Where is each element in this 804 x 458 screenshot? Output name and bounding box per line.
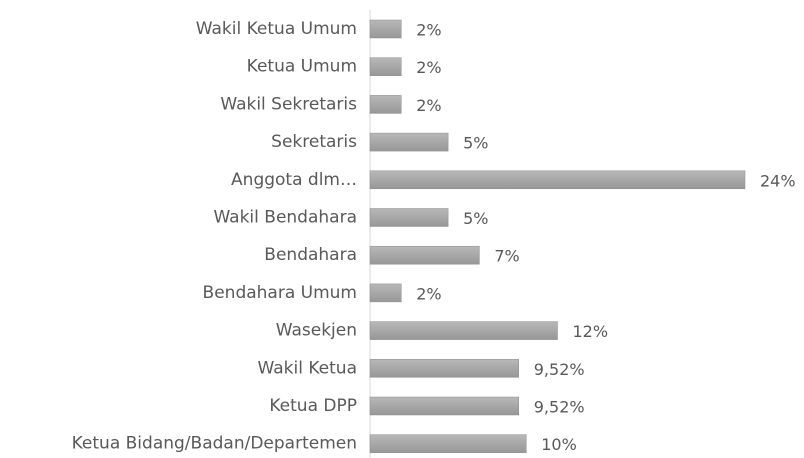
value-label: 10% bbox=[541, 435, 577, 454]
bar bbox=[369, 132, 449, 152]
category-label: Bendahara bbox=[264, 245, 357, 265]
value-label: 5% bbox=[463, 209, 488, 228]
bar bbox=[369, 57, 402, 76]
value-label: 12% bbox=[573, 322, 609, 341]
category-label: Sekretaris bbox=[271, 132, 357, 152]
value-label: 2% bbox=[416, 96, 441, 115]
category-label: Ketua Umum bbox=[247, 57, 357, 77]
category-label: Wakil Ketua bbox=[258, 358, 357, 378]
category-label: Wasekjen bbox=[276, 321, 357, 341]
bar bbox=[369, 283, 402, 303]
bar bbox=[369, 359, 519, 378]
bar bbox=[369, 434, 527, 453]
value-label: 7% bbox=[494, 247, 519, 266]
bar bbox=[369, 396, 519, 416]
category-label: Bendahara Umum bbox=[203, 283, 357, 303]
bar bbox=[369, 321, 558, 340]
value-label: 9,52% bbox=[534, 360, 585, 379]
value-label: 2% bbox=[416, 58, 441, 77]
value-label: 2% bbox=[416, 284, 441, 303]
value-label: 9,52% bbox=[534, 398, 585, 417]
category-label: Wakil Bendahara bbox=[213, 208, 357, 228]
bar bbox=[369, 208, 449, 227]
bar bbox=[369, 245, 480, 265]
category-label: Ketua Bidang/Badan/Departemen bbox=[72, 434, 357, 454]
value-label: 2% bbox=[416, 21, 441, 40]
bar bbox=[369, 95, 402, 114]
value-label: 24% bbox=[760, 171, 796, 190]
category-label: Wakil Sekretaris bbox=[220, 94, 357, 114]
bar bbox=[369, 170, 746, 190]
category-label: Ketua DPP bbox=[269, 396, 357, 416]
value-label: 5% bbox=[463, 134, 488, 153]
bar bbox=[369, 19, 402, 39]
category-label: Anggota dlm… bbox=[231, 170, 357, 190]
category-label: Wakil Ketua Umum bbox=[196, 19, 357, 39]
